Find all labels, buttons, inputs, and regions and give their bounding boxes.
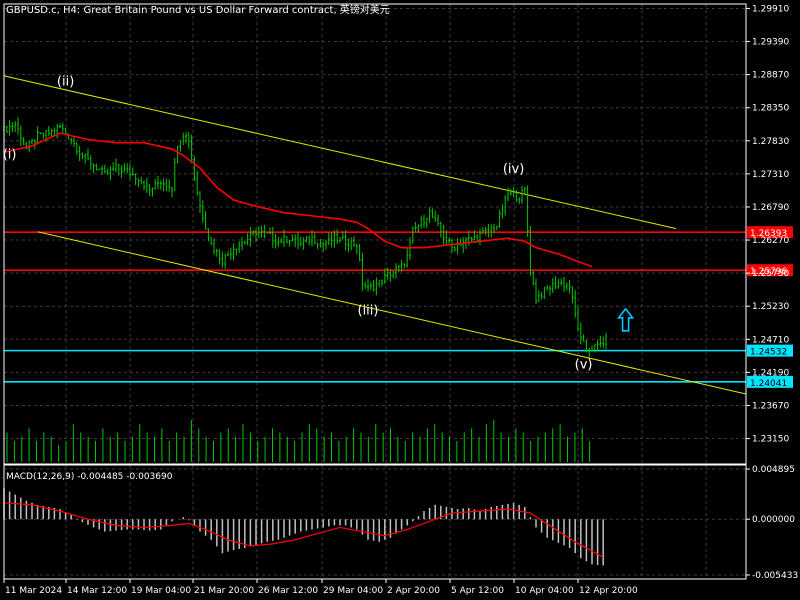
time-tick-label: 2 Apr 20:00 xyxy=(387,586,440,596)
price-tick-label: 1.23670 xyxy=(752,401,789,411)
price-tick-label: 1.29390 xyxy=(752,38,789,48)
price-axis: 1.29910 1.29390 1.28870 1.28350 1.27830 1.273… xyxy=(746,4,798,581)
level-price-tag xyxy=(747,226,793,239)
price-tick-label: 1.27310 xyxy=(752,170,789,180)
price-tick-label: 1.24710 xyxy=(752,335,789,345)
price-tick-label: 1.26790 xyxy=(752,203,789,213)
main-grid xyxy=(3,4,746,464)
wave-label: (i) xyxy=(3,148,17,163)
time-tick-label: 12 Apr 20:00 xyxy=(579,586,638,596)
price-tick-label: 1.23150 xyxy=(752,435,789,445)
price-tick-label: 1.24190 xyxy=(752,368,789,378)
macd-panel xyxy=(3,488,604,566)
time-tick-label: 11 Mar 2024 xyxy=(5,586,62,596)
wave-labels: (i) (ii) (iii) (iv) (v) xyxy=(3,74,593,372)
time-tick-label: 5 Apr 12:00 xyxy=(451,586,504,596)
volume-bars xyxy=(6,420,591,462)
chart-title: GBPUSD.c, H4: Great Britain Pound vs US … xyxy=(6,3,390,16)
price-tick-label: 1.29910 xyxy=(752,4,789,14)
time-tick-label: 14 Mar 12:00 xyxy=(67,586,127,596)
price-tick-label: 1.26270 xyxy=(752,236,789,246)
ma-line xyxy=(3,132,593,268)
time-tick-label: 26 Mar 12:00 xyxy=(258,586,318,596)
wave-label: (iii) xyxy=(358,303,379,318)
time-tick-label: 21 Mar 20:00 xyxy=(194,586,254,596)
wave-label: (iv) xyxy=(503,162,524,177)
level-price-tag xyxy=(747,264,793,277)
price-tick-label: 1.27830 xyxy=(752,137,789,147)
level-price-label: 1.26393 xyxy=(750,229,787,239)
price-tick-label: 1.25750 xyxy=(752,269,789,279)
macd-signal-line xyxy=(3,502,604,558)
level-price-label: 1.24041 xyxy=(750,379,787,389)
horizontal-levels[interactable]: 1.26393 1.25796 1.24532 1.24041 xyxy=(4,226,793,389)
price-candles xyxy=(3,117,607,358)
price-tick-label: 1.25230 xyxy=(752,302,789,312)
main-panel-frame xyxy=(3,3,747,465)
level-price-tag xyxy=(747,344,793,357)
channel-lower-line xyxy=(37,231,747,395)
macd-tick-label: 0.000000 xyxy=(752,515,795,525)
macd-tick-label: -0.005433 xyxy=(752,571,798,581)
level-price-label: 1.24532 xyxy=(750,348,787,358)
price-tick-label: 1.28350 xyxy=(752,104,789,114)
macd-title: MACD(12,26,9) -0.004485 -0.003690 xyxy=(6,472,173,482)
price-tick-label: 1.28870 xyxy=(752,71,789,81)
up-arrow-icon xyxy=(616,307,635,332)
macd-panel-frame xyxy=(3,464,747,580)
level-price-tag xyxy=(747,375,793,388)
panel-frames xyxy=(3,3,747,580)
level-price-label: 1.25796 xyxy=(750,267,787,277)
channel-upper-line xyxy=(3,75,677,230)
moving-average-line xyxy=(3,132,593,268)
wave-label: (v) xyxy=(575,358,593,373)
time-tick-label: 10 Apr 04:00 xyxy=(515,586,574,596)
macd-tick-label: 0.004895 xyxy=(752,465,795,475)
macd-grid xyxy=(3,465,746,579)
time-tick-label: 29 Mar 04:00 xyxy=(323,586,383,596)
trend-channel[interactable] xyxy=(3,75,747,395)
up-arrow-icon[interactable] xyxy=(616,307,635,332)
wave-label: (ii) xyxy=(57,74,74,89)
time-tick-label: 19 Mar 04:00 xyxy=(131,586,191,596)
time-axis: 11 Mar 2024 14 Mar 12:00 19 Mar 04:00 21 Ma… xyxy=(3,579,638,596)
